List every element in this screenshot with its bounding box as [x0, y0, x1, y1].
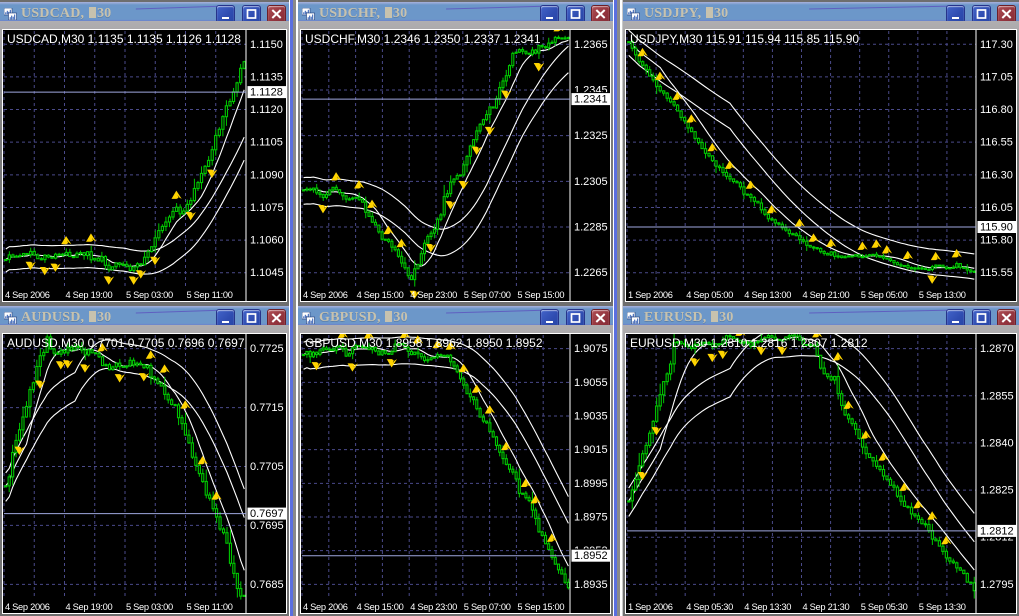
svg-text:4 Sep 13:00: 4 Sep 13:00: [744, 290, 791, 300]
svg-text:4 Sep 2006: 4 Sep 2006: [5, 602, 50, 612]
svg-text:GBPUSD,M30 1.8958 1.8962 1.89: GBPUSD,M30 1.8958 1.8962 1.8950 1.8952: [305, 336, 543, 350]
svg-text:4 Sep 05:30: 4 Sep 05:30: [686, 602, 733, 612]
svg-text:AUDUSD,M30 0.7701 0.7705 0.76: AUDUSD,M30 0.7701 0.7705 0.7696 0.7697: [7, 336, 245, 350]
svg-text:116.30: 116.30: [980, 169, 1013, 181]
svg-text:1.2365: 1.2365: [574, 39, 608, 51]
svg-text:5 Sep 03:00: 5 Sep 03:00: [126, 290, 173, 300]
svg-text:1.8952: 1.8952: [574, 550, 608, 562]
svg-text:1.2825: 1.2825: [980, 485, 1014, 497]
svg-text:5 Sep 15:00: 5 Sep 15:00: [517, 602, 564, 612]
svg-text:0.7725: 0.7725: [250, 343, 284, 355]
svg-text:115.55: 115.55: [980, 267, 1013, 279]
svg-text:1.2265: 1.2265: [574, 267, 608, 279]
svg-text:4 Sep 23:00: 4 Sep 23:00: [410, 602, 457, 612]
svg-text:4 Sep 19:00: 4 Sep 19:00: [66, 602, 113, 612]
svg-text:1.2840: 1.2840: [980, 437, 1014, 449]
svg-text:0.7685: 0.7685: [250, 579, 284, 591]
svg-text:116.55: 116.55: [980, 137, 1013, 149]
svg-text:EURUSD,M30 1.2810 1.2816 1.28: EURUSD,M30 1.2810 1.2816 1.2807 1.2812: [630, 336, 868, 350]
svg-text:USDCHF,M30 1.2346 1.2350 1.23: USDCHF,M30 1.2346 1.2350 1.2337 1.2341: [305, 32, 541, 46]
svg-text:5 Sep 05:00: 5 Sep 05:00: [861, 290, 908, 300]
svg-text:4 Sep 21:00: 4 Sep 21:00: [803, 290, 850, 300]
svg-text:4 Sep 19:00: 4 Sep 19:00: [66, 290, 113, 300]
svg-text:0.7715: 0.7715: [250, 402, 284, 414]
svg-text:1.8975: 1.8975: [574, 512, 608, 524]
svg-text:4 Sep 05:00: 4 Sep 05:00: [686, 290, 733, 300]
svg-text:1.1150: 1.1150: [250, 39, 283, 51]
svg-text:1.2855: 1.2855: [980, 390, 1014, 402]
svg-text:1.1045: 1.1045: [250, 267, 284, 279]
svg-text:1 Sep 2006: 1 Sep 2006: [628, 290, 673, 300]
svg-text:1.9035: 1.9035: [574, 411, 608, 423]
svg-text:1.1120: 1.1120: [250, 104, 283, 116]
svg-text:4 Sep 2006: 4 Sep 2006: [5, 290, 50, 300]
svg-text:1 Sep 2006: 1 Sep 2006: [628, 602, 673, 612]
svg-text:USDJPY,M30 115.91 115.94 115.: USDJPY,M30 115.91 115.94 115.85 115.90: [630, 32, 859, 46]
svg-text:5 Sep 11:00: 5 Sep 11:00: [187, 290, 233, 300]
svg-text:5 Sep 05:30: 5 Sep 05:30: [861, 602, 908, 612]
svg-text:117.05: 117.05: [980, 71, 1013, 83]
svg-text:5 Sep 03:00: 5 Sep 03:00: [126, 602, 173, 612]
svg-text:0.7705: 0.7705: [250, 461, 284, 473]
svg-text:0.7697: 0.7697: [250, 508, 284, 520]
svg-text:1.1090: 1.1090: [250, 169, 284, 181]
svg-text:4 Sep 2006: 4 Sep 2006: [303, 290, 348, 300]
svg-text:4 Sep 2006: 4 Sep 2006: [303, 602, 348, 612]
svg-text:5 Sep 13:00: 5 Sep 13:00: [919, 290, 966, 300]
svg-text:0.7695: 0.7695: [250, 520, 284, 532]
svg-text:4 Sep 15:00: 4 Sep 15:00: [357, 602, 404, 612]
svg-text:1.2325: 1.2325: [574, 130, 608, 142]
svg-text:1.2795: 1.2795: [980, 579, 1014, 591]
svg-text:115.80: 115.80: [980, 235, 1013, 247]
svg-text:1.9055: 1.9055: [574, 377, 608, 389]
svg-text:5 Sep 07:00: 5 Sep 07:00: [464, 290, 511, 300]
svg-text:4 Sep 23:00: 4 Sep 23:00: [410, 290, 457, 300]
svg-text:1.1135: 1.1135: [250, 71, 283, 83]
svg-text:4 Sep 13:30: 4 Sep 13:30: [744, 602, 791, 612]
svg-text:5 Sep 13:30: 5 Sep 13:30: [919, 602, 966, 612]
svg-text:1.1060: 1.1060: [250, 235, 284, 247]
svg-text:1.8995: 1.8995: [574, 478, 608, 490]
svg-text:5 Sep 11:00: 5 Sep 11:00: [187, 602, 233, 612]
svg-text:USDCAD,M30 1.1135 1.1135 1.11: USDCAD,M30 1.1135 1.1135 1.1126 1.1128: [7, 32, 241, 46]
svg-text:4 Sep 15:00: 4 Sep 15:00: [357, 290, 404, 300]
svg-text:5 Sep 07:00: 5 Sep 07:00: [464, 602, 511, 612]
svg-text:115.90: 115.90: [980, 222, 1013, 234]
svg-text:1.8935: 1.8935: [574, 579, 608, 591]
svg-text:1.2870: 1.2870: [980, 343, 1014, 355]
svg-text:1.2305: 1.2305: [574, 176, 608, 188]
svg-text:1.2285: 1.2285: [574, 222, 608, 234]
svg-text:1.1128: 1.1128: [250, 87, 283, 99]
svg-text:1.9015: 1.9015: [574, 444, 608, 456]
svg-text:5 Sep 15:00: 5 Sep 15:00: [517, 290, 564, 300]
svg-text:116.80: 116.80: [980, 104, 1013, 116]
svg-text:1.2812: 1.2812: [980, 525, 1014, 537]
svg-text:1.2341: 1.2341: [574, 94, 608, 106]
svg-text:1.1105: 1.1105: [250, 137, 283, 149]
svg-text:117.30: 117.30: [980, 39, 1013, 51]
svg-text:116.05: 116.05: [980, 202, 1013, 214]
svg-text:4 Sep 21:30: 4 Sep 21:30: [803, 602, 850, 612]
svg-text:1.1075: 1.1075: [250, 202, 284, 214]
svg-text:1.9075: 1.9075: [574, 343, 608, 355]
